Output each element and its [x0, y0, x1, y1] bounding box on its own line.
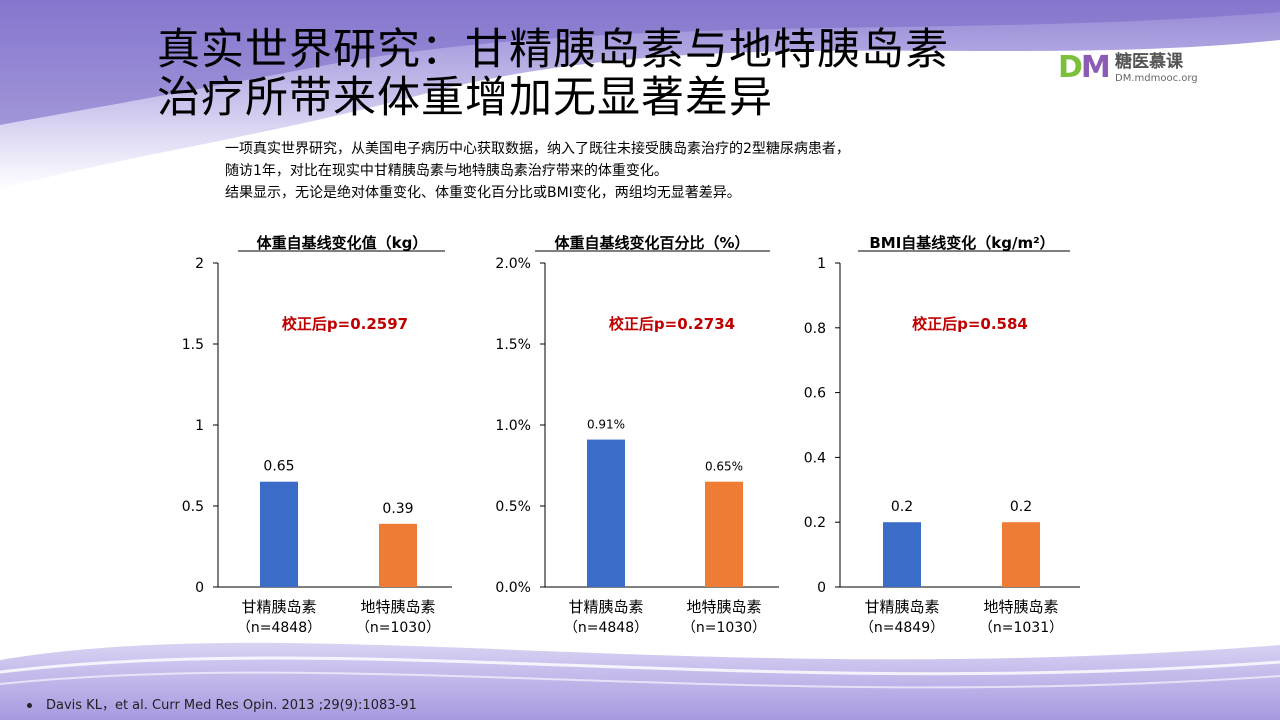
x-category-n-1-1: （n=4848）: [237, 620, 321, 636]
x-category-label-2-1: 甘精胰岛素: [568, 598, 643, 616]
summary-line-2: 随访1年，对比在现实中甘精胰岛素与地特胰岛素治疗带来的体重变化。: [225, 163, 668, 179]
summary-line-1: 一项真实世界研究，从美国电子病历中心获取数据，纳入了既往未接受胰岛素治疗的2型糖…: [225, 141, 850, 157]
study-summary: 一项真实世界研究，从美国电子病历中心获取数据，纳入了既往未接受胰岛素治疗的2型糖…: [225, 138, 1105, 204]
y-tick-label-1: 1: [195, 418, 204, 434]
brand-name: 糖医慕课: [1115, 52, 1183, 72]
y-tick-label-2: 1.5%: [495, 337, 531, 353]
x-category-n-2-2: （n=1030）: [682, 620, 766, 636]
y-tick-label-1: 0.5: [182, 499, 204, 515]
brand-url: DM.mdmooc.org: [1115, 73, 1198, 84]
data-label-1-1: 0.65: [263, 459, 294, 475]
x-category-n-3-1: （n=4849）: [860, 620, 944, 636]
brand-logo: DM 糖医慕课 DM.mdmooc.org: [1058, 52, 1198, 88]
page-title: 真实世界研究：甘精胰岛素与地特胰岛素 治疗所带来体重增加无显著差异: [157, 26, 949, 122]
y-tick-label-1: 1.5: [182, 337, 204, 353]
y-tick-label-2: 1.0%: [495, 418, 531, 434]
y-tick-label-2: 2.0%: [495, 256, 531, 272]
y-tick-label-3: 0.8: [804, 321, 826, 337]
reference-text: Davis KL，et al. Curr Med Res Opin. 2013 …: [46, 698, 417, 713]
data-label-3-2: 0.2: [1010, 499, 1032, 515]
data-label-2-1: 0.91%: [587, 418, 625, 432]
x-category-label-3-2: 地特胰岛素: [983, 598, 1058, 616]
y-tick-label-3: 1: [817, 256, 826, 272]
page-title-line-2: 治疗所带来体重增加无显著差异: [157, 73, 773, 123]
summary-line-3: 结果显示，无论是绝对体重变化、体重变化百分比或BMI变化，两组均无显著差异。: [225, 185, 741, 201]
chart-title-2: 体重自基线变化百分比（%）: [554, 234, 749, 252]
bar-2-2: [705, 481, 743, 587]
x-category-n-2-1: （n=4848）: [564, 620, 648, 636]
bullet-icon: [27, 703, 32, 708]
bar-1-1: [260, 481, 298, 587]
x-category-n-3-2: （n=1031）: [979, 620, 1063, 636]
x-category-label-1-2: 地特胰岛素: [360, 598, 435, 616]
p-value-annotation-3: 校正后p=0.584: [912, 315, 1028, 333]
y-tick-label-3: 0.4: [804, 450, 826, 466]
y-tick-label-2: 0.0%: [495, 580, 531, 596]
p-value-annotation-2: 校正后p=0.2734: [609, 315, 735, 333]
data-label-2-2: 0.65%: [705, 460, 743, 474]
y-tick-label-3: 0.2: [804, 515, 826, 531]
bar-3-2: [1002, 522, 1040, 587]
bar-2-1: [587, 439, 625, 587]
x-category-label-3-1: 甘精胰岛素: [864, 598, 939, 616]
x-category-label-1-1: 甘精胰岛素: [241, 598, 316, 616]
p-value-annotation-1: 校正后p=0.2597: [282, 315, 408, 333]
bar-1-2: [379, 523, 417, 587]
x-category-n-1-2: （n=1030）: [356, 620, 440, 636]
chart-title-3: BMI自基线变化（kg/m²）: [869, 234, 1054, 252]
bar-3-1: [883, 522, 921, 587]
reference: Davis KL，et al. Curr Med Res Opin. 2013 …: [27, 694, 417, 713]
chart-title-1: 体重自基线变化值（kg）: [257, 234, 428, 252]
y-tick-label-2: 0.5%: [495, 499, 531, 515]
y-tick-label-1: 2: [195, 256, 204, 272]
x-category-label-2-2: 地特胰岛素: [686, 598, 761, 616]
data-label-3-1: 0.2: [891, 499, 913, 515]
y-tick-label-1: 0: [195, 580, 204, 596]
page-title-line-1: 真实世界研究：甘精胰岛素与地特胰岛素: [157, 25, 949, 75]
data-label-1-2: 0.39: [382, 501, 413, 517]
y-tick-label-3: 0: [817, 580, 826, 596]
dm-logo-icon: DM: [1058, 50, 1111, 85]
y-tick-label-3: 0.6: [804, 386, 826, 402]
